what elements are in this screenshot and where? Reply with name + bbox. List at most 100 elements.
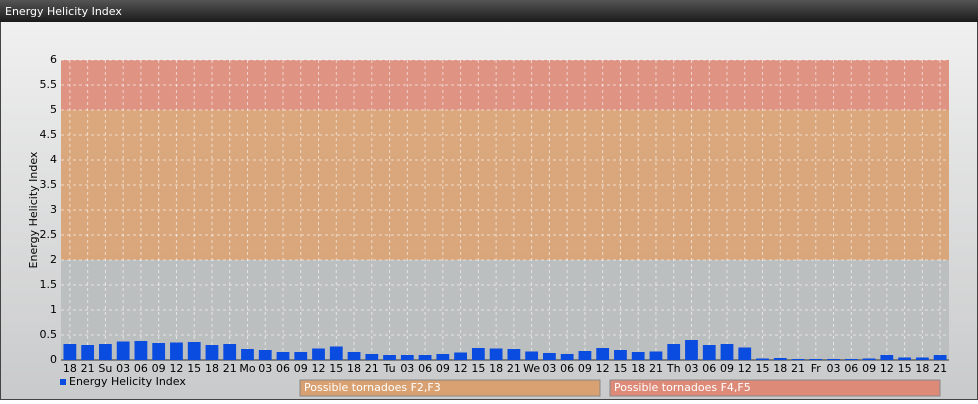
bar [471, 348, 485, 360]
bar [898, 357, 911, 360]
bar [152, 343, 166, 360]
bar [880, 355, 894, 360]
x-tick-label: 18 [205, 362, 219, 375]
x-tick-label: 21 [933, 362, 947, 375]
bar [223, 344, 237, 360]
legend-label: Energy Helicity Index [69, 375, 186, 388]
x-tick-label: 06 [844, 362, 858, 375]
x-tick-label: Tu [383, 362, 396, 375]
x-tick-label: 12 [738, 362, 752, 375]
x-tick-label: 18 [347, 362, 361, 375]
x-tick-label: 15 [756, 362, 770, 375]
bar [667, 344, 681, 360]
x-tick-label: 03 [258, 362, 272, 375]
bar [99, 344, 112, 360]
x-tick-label: 18 [773, 362, 787, 375]
x-tick-label: 09 [436, 362, 450, 375]
bar [631, 352, 645, 360]
bar [81, 345, 95, 360]
y-tick-label: 3 [50, 203, 57, 216]
bar [276, 352, 290, 360]
x-tick-label: 09 [294, 362, 308, 375]
bar [347, 352, 361, 360]
x-tick-label: 12 [312, 362, 326, 375]
x-tick-label: 15 [613, 362, 627, 375]
bar [116, 341, 130, 360]
y-tick-label: 2.5 [40, 228, 58, 241]
x-tick-label: 15 [471, 362, 485, 375]
x-tick-label: 18 [489, 362, 503, 375]
x-tick-label: Su [98, 362, 112, 375]
bar [489, 348, 503, 360]
bar [170, 342, 183, 360]
y-tick-label: 4.5 [40, 128, 58, 141]
band-legend-label: Possible tornadoes F2,F3 [304, 381, 441, 394]
x-tick-label: 12 [880, 362, 894, 375]
chart-title: Energy Helicity Index [5, 5, 122, 18]
x-tick-label: 12 [454, 362, 468, 375]
y-tick-label: 0 [50, 353, 57, 366]
bar [329, 346, 343, 360]
x-tick-label: 09 [862, 362, 876, 375]
bar [685, 340, 698, 360]
x-tick-label: 06 [418, 362, 432, 375]
bar [844, 359, 858, 360]
y-tick-label: 6 [50, 53, 57, 66]
bar [241, 349, 254, 360]
x-tick-label: 18 [63, 362, 77, 375]
x-tick-label: 21 [365, 362, 379, 375]
y-tick-label: 2 [50, 253, 57, 266]
bar [862, 358, 876, 360]
y-tick-label: 4 [50, 153, 57, 166]
bar [543, 353, 556, 360]
y-tick-label: 3.5 [40, 178, 58, 191]
bar [720, 344, 734, 360]
bar [738, 347, 752, 360]
x-tick-label: 12 [169, 362, 183, 375]
bar [205, 345, 219, 360]
bar [702, 345, 716, 360]
x-tick-label: 03 [684, 362, 698, 375]
band-legend-box [299, 379, 601, 397]
bar [258, 350, 272, 360]
bar [915, 357, 929, 360]
x-tick-label: 15 [187, 362, 201, 375]
y-tick-label: 1 [50, 303, 57, 316]
bar [418, 355, 432, 360]
bar [187, 342, 201, 360]
x-tick-label: 03 [116, 362, 130, 375]
x-tick-label: 21 [223, 362, 237, 375]
x-tick-label: 21 [81, 362, 95, 375]
bar [400, 355, 414, 360]
y-tick-label: 5.5 [40, 78, 58, 91]
x-tick-label: 15 [329, 362, 343, 375]
x-tick-label: Th [666, 362, 681, 375]
bar [933, 355, 947, 360]
bar [383, 355, 396, 360]
x-tick-label: 21 [649, 362, 663, 375]
x-tick-label: 21 [507, 362, 521, 375]
x-tick-label: 06 [702, 362, 716, 375]
bar [809, 359, 823, 360]
bar [578, 351, 592, 360]
x-tick-label: 06 [560, 362, 574, 375]
bar [827, 359, 840, 360]
x-tick-label: 21 [791, 362, 805, 375]
x-tick-label: We [523, 362, 540, 375]
x-tick-label: 09 [578, 362, 592, 375]
bar [365, 354, 379, 360]
x-tick-label: 12 [596, 362, 610, 375]
bar [312, 348, 325, 360]
x-tick-label: 18 [915, 362, 929, 375]
y-axis-label: Energy Helicity Index [27, 151, 40, 268]
header [0, 0, 978, 22]
bar [773, 358, 787, 360]
x-tick-label: 03 [542, 362, 556, 375]
band-legend-box [609, 379, 941, 397]
bar [63, 344, 77, 360]
x-tick-label: 06 [134, 362, 148, 375]
bar [614, 350, 627, 360]
x-tick-label: Fr [811, 362, 822, 375]
x-tick-label: Mo [239, 362, 255, 375]
